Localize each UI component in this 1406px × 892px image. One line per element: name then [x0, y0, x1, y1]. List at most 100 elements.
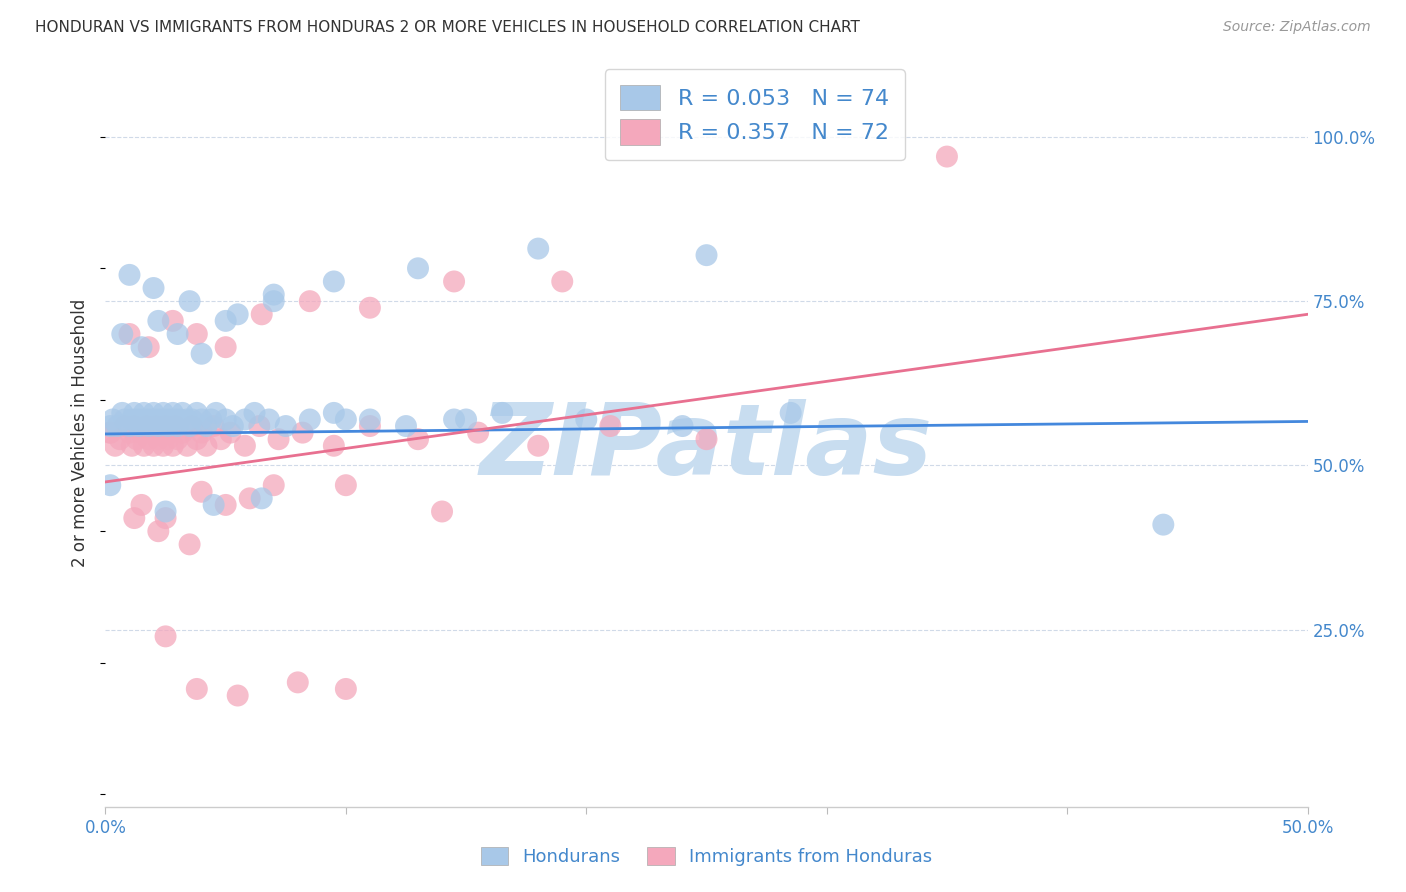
Point [145, 412, 167, 426]
Point [101, 412, 124, 426]
Point [138, 432, 160, 446]
Point [287, 675, 309, 690]
Point [186, 681, 208, 696]
Point [298, 294, 321, 309]
Point [190, 347, 212, 361]
Point [98, 425, 121, 440]
Point [274, 419, 297, 434]
Point [359, 301, 381, 315]
Point [205, 406, 228, 420]
Point [575, 412, 598, 426]
Point [128, 419, 150, 434]
Point [148, 314, 170, 328]
Point [118, 326, 141, 341]
Point [111, 406, 134, 420]
Point [779, 406, 801, 420]
Point [131, 412, 153, 426]
Point [155, 511, 177, 525]
Point [186, 432, 208, 446]
Point [156, 419, 179, 434]
Point [156, 432, 179, 446]
Point [138, 340, 160, 354]
Point [114, 412, 136, 426]
Point [936, 150, 959, 164]
Point [1152, 517, 1174, 532]
Point [186, 326, 208, 341]
Point [124, 406, 146, 420]
Point [149, 412, 172, 426]
Point [132, 439, 155, 453]
Point [195, 439, 218, 453]
Point [671, 419, 693, 434]
Point [298, 412, 321, 426]
Point [239, 491, 262, 506]
Point [159, 412, 181, 426]
Point [243, 406, 266, 420]
Point [152, 439, 174, 453]
Point [209, 432, 232, 446]
Point [322, 439, 344, 453]
Point [176, 412, 198, 426]
Point [322, 275, 344, 289]
Point [131, 425, 153, 440]
Point [214, 340, 236, 354]
Point [291, 425, 314, 440]
Point [322, 406, 344, 420]
Point [190, 425, 212, 440]
Legend: R = 0.053   N = 74, R = 0.357   N = 72: R = 0.053 N = 74, R = 0.357 N = 72 [605, 69, 904, 161]
Point [335, 681, 357, 696]
Point [162, 439, 184, 453]
Point [166, 326, 188, 341]
Point [142, 439, 165, 453]
Point [222, 419, 245, 434]
Point [202, 498, 225, 512]
Point [162, 406, 184, 420]
Point [107, 419, 129, 434]
Point [219, 425, 242, 440]
Point [179, 419, 201, 434]
Point [467, 425, 489, 440]
Point [179, 294, 201, 309]
Y-axis label: 2 or more Vehicles in Household: 2 or more Vehicles in Household [72, 299, 90, 566]
Point [395, 419, 418, 434]
Point [98, 425, 121, 440]
Point [104, 439, 127, 453]
Point [162, 314, 184, 328]
Point [454, 412, 477, 426]
Point [98, 478, 121, 492]
Point [166, 419, 188, 434]
Point [202, 419, 225, 434]
Point [233, 439, 256, 453]
Point [226, 689, 249, 703]
Point [359, 412, 381, 426]
Point [108, 432, 131, 446]
Point [139, 425, 162, 440]
Point [172, 406, 194, 420]
Point [118, 425, 141, 440]
Point [195, 419, 218, 434]
Point [148, 432, 170, 446]
Point [121, 439, 143, 453]
Point [152, 406, 174, 420]
Point [247, 419, 270, 434]
Point [527, 242, 550, 256]
Point [263, 294, 285, 309]
Point [172, 425, 194, 440]
Point [159, 425, 181, 440]
Point [181, 419, 204, 434]
Point [406, 261, 429, 276]
Point [111, 326, 134, 341]
Point [263, 478, 285, 492]
Point [125, 412, 148, 426]
Point [406, 432, 429, 446]
Point [263, 287, 285, 301]
Point [155, 504, 177, 518]
Point [124, 511, 146, 525]
Point [527, 439, 550, 453]
Point [148, 524, 170, 539]
Point [181, 412, 204, 426]
Point [148, 419, 170, 434]
FancyBboxPatch shape [0, 597, 827, 892]
Point [166, 432, 188, 446]
Point [142, 406, 165, 420]
